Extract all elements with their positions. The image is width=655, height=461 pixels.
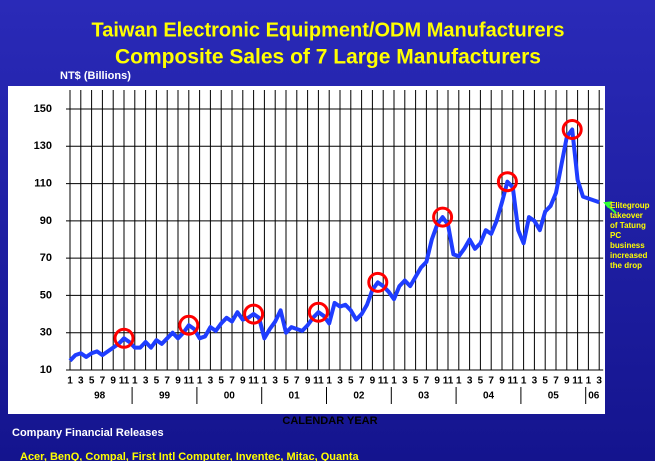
x-tick-label: 11 — [184, 376, 195, 387]
x-tick-label: 7 — [164, 376, 170, 387]
y-tick-label: 70 — [40, 252, 52, 264]
x-tick-label: 1 — [67, 376, 73, 387]
annotation-arrowhead — [603, 201, 613, 209]
x-tick-label: 9 — [175, 376, 181, 387]
x-tick-label: 7 — [229, 376, 235, 387]
x-tick-label: 3 — [272, 376, 278, 387]
x-tick-label: 3 — [467, 376, 473, 387]
x-tick-label: 7 — [359, 376, 365, 387]
year-label: 02 — [353, 391, 365, 402]
x-tick-label: 1 — [391, 376, 397, 387]
x-tick-label: 1 — [262, 376, 268, 387]
x-tick-label: 7 — [553, 376, 559, 387]
x-tick-label: 9 — [564, 376, 570, 387]
x-tick-label: 9 — [370, 376, 376, 387]
series-line — [68, 127, 600, 363]
chart-title: Taiwan Electronic Equipment/ODM Manufact… — [91, 19, 564, 41]
x-tick-label: 3 — [208, 376, 214, 387]
year-label: 00 — [224, 391, 236, 402]
x-tick-label: 1 — [521, 376, 527, 387]
x-tick-label: 5 — [154, 376, 160, 387]
x-tick-label: 11 — [248, 376, 259, 387]
y-tick-label: 90 — [40, 215, 52, 227]
x-tick-label: 9 — [434, 376, 440, 387]
highlight-circle — [307, 301, 329, 323]
x-tick-label: 3 — [143, 376, 149, 387]
x-tick-label: 5 — [89, 376, 95, 387]
y-tick-label: 30 — [40, 327, 52, 339]
x-axis-label: CALENDAR YEAR — [282, 415, 377, 427]
x-tick-label: 7 — [100, 376, 106, 387]
year-label: 99 — [159, 391, 171, 402]
x-tick-label: 11 — [378, 376, 389, 387]
x-tick-label: 3 — [596, 376, 602, 387]
x-tick-label: 3 — [337, 376, 343, 387]
x-tick-label: 9 — [305, 376, 311, 387]
x-tick-label: 11 — [119, 376, 130, 387]
highlight-circle — [432, 206, 454, 228]
annotation-line: PC — [610, 231, 621, 240]
y-tick-label: 130 — [34, 140, 52, 152]
annotation-line: Elitegroup — [610, 201, 650, 210]
highlight-circle — [561, 119, 583, 141]
x-tick-label: 9 — [110, 376, 116, 387]
annotation-line: of Tatung — [610, 221, 646, 230]
x-tick-label: 1 — [197, 376, 203, 387]
x-tick-label: 5 — [542, 376, 548, 387]
year-label: 05 — [548, 391, 560, 402]
chart-subtitle: Composite Sales of 7 Large Manufacturers — [115, 46, 541, 69]
x-tick-label: 11 — [313, 376, 324, 387]
annotation: Elitegroup takeover of Tatung PC business inc… — [610, 201, 650, 270]
y-tick-label: 50 — [40, 289, 52, 301]
annotation-line: takeover — [610, 211, 643, 220]
x-tick-label: 7 — [488, 376, 494, 387]
highlight-circle — [243, 303, 265, 325]
source: Company Financial Releases — [12, 427, 164, 439]
x-tick-label: 1 — [326, 376, 332, 387]
annotation-line: business — [610, 241, 645, 250]
x-tick-label: 3 — [402, 376, 408, 387]
x-tick-label: 7 — [424, 376, 430, 387]
x-tick-label: 11 — [443, 376, 454, 387]
x-tick-label: 3 — [532, 376, 538, 387]
x-tick-label: 1 — [132, 376, 138, 387]
year-label: 04 — [483, 391, 495, 402]
x-tick-label: 1 — [456, 376, 462, 387]
year-label: 03 — [418, 391, 430, 402]
x-tick-label: 5 — [283, 376, 289, 387]
x-tick-label: 11 — [572, 376, 583, 387]
x-tick-label: 5 — [218, 376, 224, 387]
highlight-circle — [113, 327, 135, 349]
y-tick-label: 110 — [34, 177, 52, 189]
y-axis-label: NT$ (Billions) — [60, 70, 131, 82]
companies: Acer, BenQ, Compal, First Intl Computer,… — [20, 451, 360, 461]
highlight-circle — [367, 271, 389, 293]
y-tick-label: 150 — [34, 103, 52, 115]
x-tick-label: 5 — [348, 376, 354, 387]
x-tick-label: 5 — [413, 376, 419, 387]
highlight-circle — [496, 171, 518, 193]
annotation-line: the drop — [610, 261, 642, 270]
x-tick-label: 9 — [240, 376, 246, 387]
x-tick-label: 5 — [478, 376, 484, 387]
highlight-circle — [178, 314, 200, 336]
x-tick-label: 3 — [78, 376, 84, 387]
plot-panel — [8, 86, 605, 414]
x-tick-label: 1 — [586, 376, 592, 387]
year-label: 01 — [289, 391, 301, 402]
x-tick-label: 11 — [508, 376, 519, 387]
year-label: 98 — [94, 391, 106, 402]
y-tick-label: 10 — [40, 364, 52, 376]
x-tick-label: 9 — [499, 376, 505, 387]
year-label: 06 — [588, 391, 600, 402]
x-tick-label: 7 — [294, 376, 300, 387]
annotation-line: increased — [610, 251, 647, 260]
